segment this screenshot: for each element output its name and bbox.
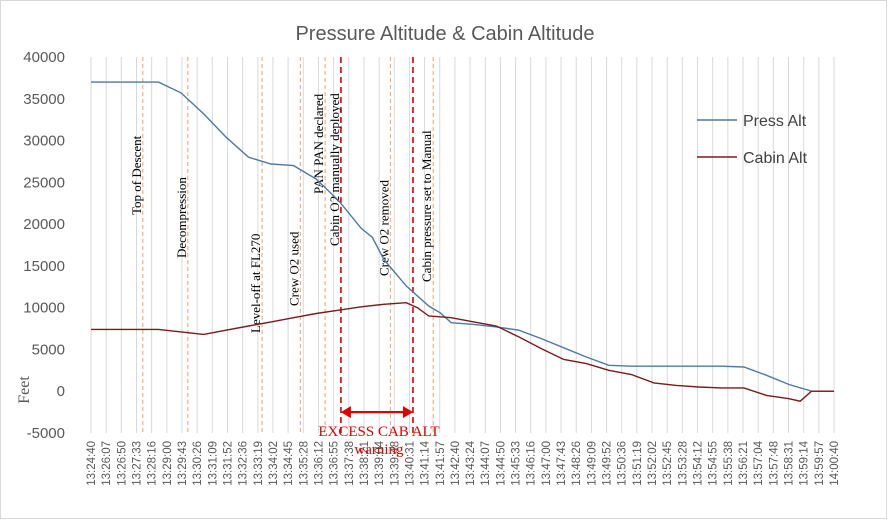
x-tick-label: 13:58:31 <box>784 441 796 486</box>
excess-cab-alt-annotation: EXCESS CAB ALT warning <box>318 406 440 458</box>
annotation-arrowhead-left <box>340 406 351 419</box>
series-line-cabin-alt <box>91 301 834 402</box>
x-tick-label: 13:54:55 <box>708 441 720 486</box>
annotation-label-line1: EXCESS CAB ALT <box>318 424 439 440</box>
x-tick-label: 13:26:50 <box>116 441 128 486</box>
event-label: Cabin O2 manually deployed <box>327 93 342 246</box>
y-tick-label: 5000 <box>32 341 65 358</box>
event-label: Crew O2 used <box>286 231 301 306</box>
x-tick-label: 13:52:02 <box>647 441 659 486</box>
event-label: Crew O2 removed <box>376 179 391 276</box>
x-tick-label: 13:26:07 <box>101 441 113 486</box>
series-line-press-alt <box>91 81 834 392</box>
x-axis: 13:24:40 13:26:07 13:26:50 13:27:33 13:28:16… <box>86 440 841 485</box>
x-tick-label: 13:28:16 <box>147 441 159 486</box>
x-tick-label: 13:44:07 <box>480 441 492 486</box>
y-axis-label: Feet <box>16 376 33 404</box>
x-tick-label: 13:29:00 <box>162 441 174 486</box>
data-series <box>91 81 834 402</box>
x-tick-label: 13:44:50 <box>495 441 507 486</box>
x-tick-label: 13:34:02 <box>268 441 280 486</box>
x-tick-label: 13:53:28 <box>677 441 689 486</box>
x-tick-label: 13:57:48 <box>768 441 780 486</box>
x-tick-label: 13:36:55 <box>329 441 341 486</box>
x-tick-label: 13:47:43 <box>556 441 568 486</box>
x-tick-label: 13:49:52 <box>602 441 614 486</box>
x-tick-label: 13:42:40 <box>450 441 462 486</box>
x-tick-label: 13:38:21 <box>359 441 371 486</box>
x-tick-label: 13:39:48 <box>389 441 401 486</box>
x-tick-label: 13:52:45 <box>662 441 674 486</box>
x-tick-label: 13:31:52 <box>222 441 234 486</box>
x-tick-label: 13:49:09 <box>586 441 598 486</box>
y-tick-label: 15000 <box>23 258 65 275</box>
x-tick-label: 13:32:36 <box>238 441 250 486</box>
legend-entry: Press Alt <box>743 113 807 130</box>
y-tick-label: 10000 <box>23 300 65 317</box>
x-tick-label: 13:59:57 <box>814 441 826 486</box>
x-tick-label: 13:54:12 <box>693 441 705 486</box>
x-tick-label: 13:24:40 <box>86 441 98 486</box>
annotation-label-line2: warning <box>354 442 404 458</box>
event-label: Level-off at FL270 <box>248 234 263 333</box>
event-label: Cabin pressure set to Manual <box>419 130 434 282</box>
x-tick-label: 13:30:26 <box>192 441 204 486</box>
x-tick-label: 13:29:43 <box>177 441 189 486</box>
x-tick-label: 13:45:33 <box>511 441 523 486</box>
legend-entry: Cabin Alt <box>743 150 808 167</box>
x-tick-label: 13:36:12 <box>313 441 325 486</box>
chart-title: Pressure Altitude & Cabin Altitude <box>295 23 594 45</box>
x-tick-label: 13:37:38 <box>344 441 356 486</box>
event-label: PAN PAN declared <box>311 93 326 194</box>
y-tick-label: 35000 <box>23 91 65 108</box>
x-tick-label: 13:43:24 <box>465 440 477 485</box>
x-tick-label: 13:31:09 <box>207 441 219 486</box>
x-tick-label: 13:56:21 <box>738 441 750 486</box>
x-tick-label: 13:41:57 <box>435 441 447 486</box>
y-tick-label: 25000 <box>23 174 65 191</box>
x-tick-label: 13:41:14 <box>420 440 432 485</box>
x-tick-label: 13:35:28 <box>298 441 310 486</box>
x-tick-label: 13:57:04 <box>753 440 765 485</box>
x-tick-label: 14:00:40 <box>829 441 841 486</box>
x-tick-label: 13:40:31 <box>404 441 416 486</box>
x-tick-label: 13:39:04 <box>374 440 386 485</box>
grid-lines <box>90 57 835 433</box>
y-tick-label: 40000 <box>23 49 65 66</box>
y-tick-label: 30000 <box>23 133 65 150</box>
legend: Press Alt Cabin Alt <box>697 113 808 167</box>
event-label: Top of Descent <box>129 135 144 215</box>
x-tick-label: 13:51:19 <box>632 441 644 486</box>
event-label: Decompression <box>174 177 189 258</box>
y-tick-label: -5000 <box>27 425 65 442</box>
x-tick-label: 13:50:36 <box>617 441 629 486</box>
x-tick-label: 13:48:26 <box>571 441 583 486</box>
y-axis: -5000 0 5000 10000 15000 20000 25000 30000 35000… <box>23 49 65 442</box>
x-tick-label: 13:34:45 <box>283 441 295 486</box>
x-tick-label: 13:27:33 <box>131 441 143 486</box>
x-tick-label: 13:59:14 <box>799 440 811 485</box>
y-tick-label: 0 <box>57 383 65 400</box>
x-tick-label: 13:55:38 <box>723 441 735 486</box>
annotation-arrowhead-right <box>402 406 413 419</box>
x-tick-label: 13:33:19 <box>253 441 265 486</box>
event-markers: Top of Descent Decompression Level-off at … <box>129 57 434 433</box>
x-tick-label: 13:46:16 <box>526 441 538 486</box>
y-tick-label: 20000 <box>23 216 65 233</box>
x-tick-label: 13:47:00 <box>541 441 553 486</box>
